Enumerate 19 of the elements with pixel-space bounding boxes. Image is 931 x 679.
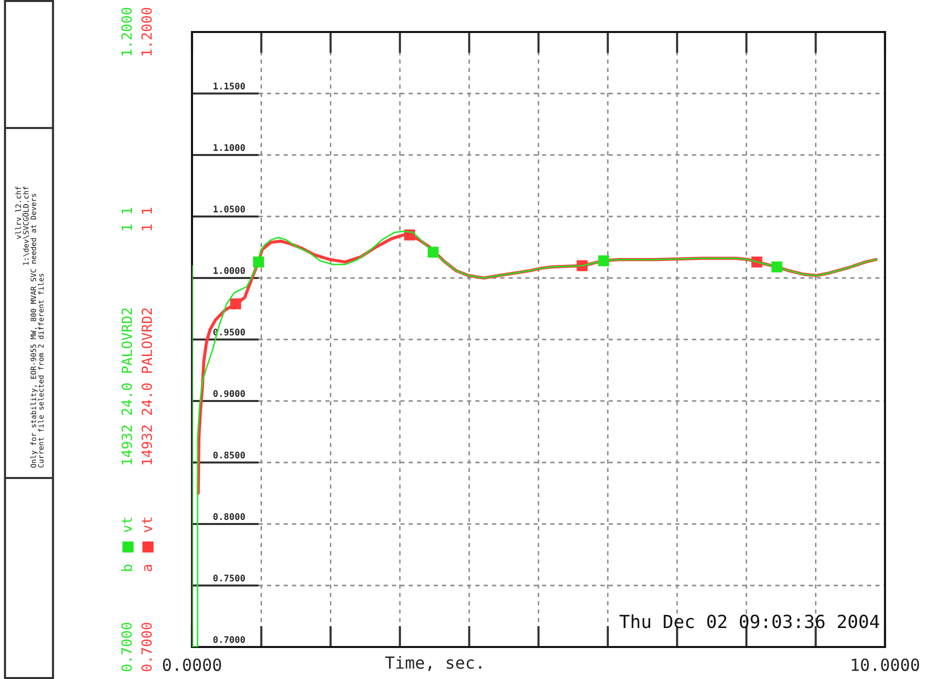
text: a vt 14932 24.0 PALOVRD2 1 1 [142,208,152,572]
x-axis-title: Time, sec. [385,656,482,671]
y-tick-label: 1.0000 [214,267,245,274]
annotation: Thu Dec 02 09:03:36 2004 [620,614,880,628]
x-tick-label: 10.0000 [852,658,920,672]
x-tick-label: 0.0000 [162,658,222,672]
y-tick-label: 0.8500 [213,452,245,458]
y-tick-label: 1.1000 [214,144,245,151]
y-tick-label: 0.7500 [213,574,245,582]
y-tick-label: 0.9000 [213,390,245,398]
y2-tick-label: 0.7000 [141,622,152,672]
y2-tick-label: 1.2000 [141,8,152,56]
y3-tick-label: 0.7000 [121,622,132,672]
y-tick-label: 1.1500 [214,82,245,90]
y-tick-label: 0.8000 [213,513,245,520]
y3-tick-label: 1.2000 [121,8,132,56]
text: b vt 14932 24.0 PALOVRD2 1 1 [121,208,132,571]
y-tick-label: 0.7000 [213,636,245,643]
y-tick-label: 1.0500 [214,206,245,212]
